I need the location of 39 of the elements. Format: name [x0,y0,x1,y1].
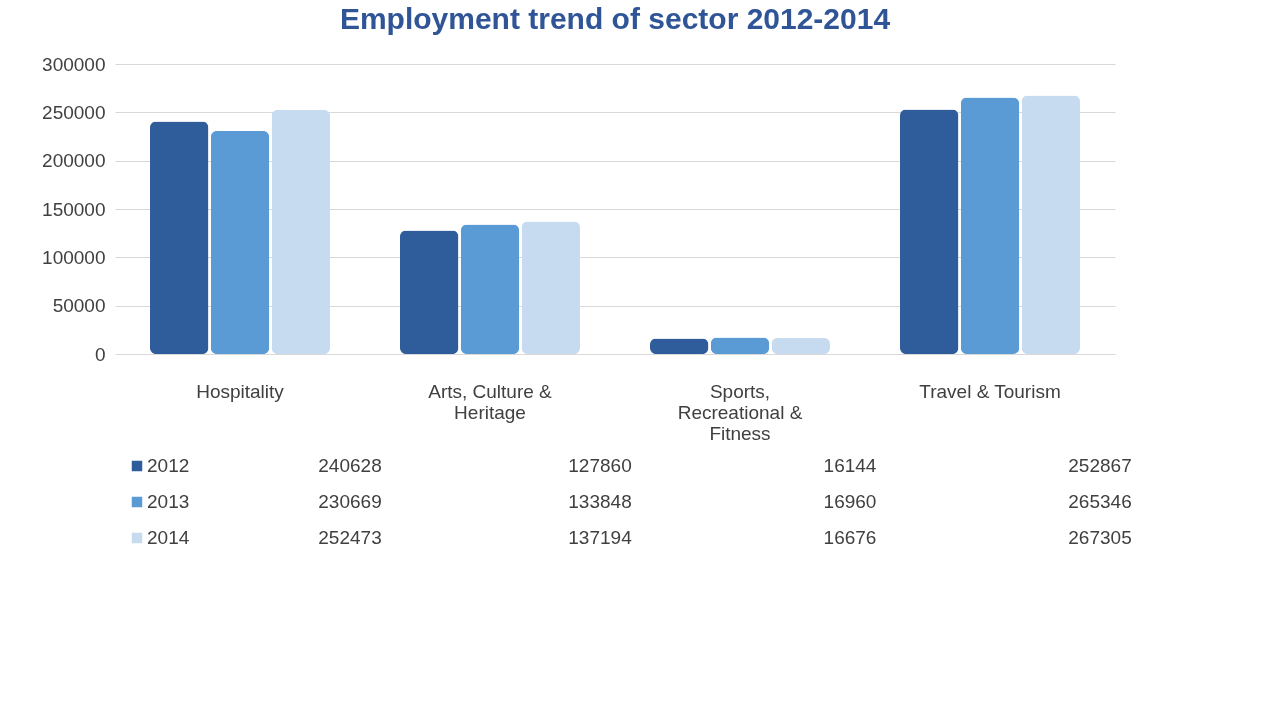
bar [710,337,770,354]
data-label: 267305 [1068,527,1132,548]
data-label: 133848 [568,491,632,512]
bar [271,109,330,354]
bar [150,121,209,354]
data-label: 16144 [823,455,877,476]
data-label: 252473 [318,527,382,548]
y-tick-label: 100000 [42,246,106,268]
y-tick-label: 300000 [42,53,106,75]
bar [1021,95,1080,354]
data-label: 137194 [568,527,633,548]
x-tick-label: Sports, Recreational & Fitness [677,380,803,444]
data-label: 16960 [823,491,877,512]
data-label: 230669 [318,491,382,512]
legend-label: 2014 [147,527,190,548]
bar [771,337,830,354]
bar [960,97,1020,354]
data-label: 265346 [1068,491,1132,512]
chart-title: Employment trend of sector 2012-2014 [339,2,891,35]
legend-label: 2012 [147,455,190,476]
bar [210,131,270,354]
bar [521,221,580,354]
data-label: 252867 [1068,455,1132,476]
y-tick-label: 250000 [42,101,106,123]
y-tick-label: 50000 [52,295,106,317]
y-tick-label: 0 [94,343,106,365]
bar [650,338,709,354]
data-label: 127860 [568,455,632,476]
data-label: 16676 [823,527,877,548]
x-tick-label: Travel & Tourism [919,380,1061,402]
data-label: 240628 [318,455,382,476]
x-tick-label: Hospitality [196,380,285,402]
bar [400,230,459,354]
bar [900,109,959,354]
bar [460,224,520,354]
x-tick-label: Arts, Culture & Heritage [428,380,553,423]
y-tick-label: 200000 [42,150,106,172]
legend-label: 2013 [147,491,190,512]
y-tick-label: 150000 [42,198,106,220]
